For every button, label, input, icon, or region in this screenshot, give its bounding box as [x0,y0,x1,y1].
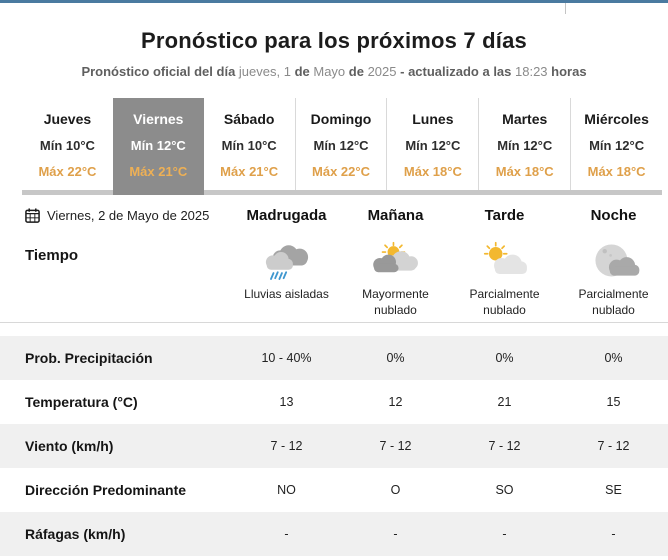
tab-day-label: Miércoles [584,111,649,127]
tab-max-temp: Máx 18°C [587,164,646,179]
subtitle-segment: Mayo [313,64,349,79]
tab-max-temp: Máx 18°C [403,164,462,179]
tab-min-temp: Mín 12°C [589,138,645,153]
page-subtitle: Pronóstico oficial del día jueves, 1 de … [0,64,668,79]
tab-max-temp: Máx 21°C [220,164,279,179]
cell-value: - [393,527,398,541]
weather-caption: Parcialmente nublado [469,287,540,317]
weather-cell-madrugada: Lluvias aisladas [232,233,341,322]
period-header-madrugada: Madrugada [246,207,327,224]
cell-value: 7 - 12 [270,439,303,453]
selected-date: Viernes, 2 de Mayo de 2025 [0,206,232,224]
tab-day-label: Viernes [133,111,184,127]
forecast-data-table: Prob. Precipitación 10 - 40% 0% 0% 0% Te… [0,336,668,556]
cell-value: 0% [386,351,405,365]
cell-value: 13 [279,395,294,409]
table-row-temperature: Temperatura (°C) 13 12 21 15 [0,380,668,424]
subtitle-segment: de [348,64,368,79]
period-header-tarde: Tarde [484,207,525,224]
partly-cloudy-day-icon [483,241,527,274]
cell-value: 0% [495,351,514,365]
subtitle-segment: 2025 [367,64,401,79]
cell-value: 7 - 12 [488,439,521,453]
top-accent-bar [0,0,668,3]
cell-value: SE [605,483,622,497]
cell-value: 12 [388,395,403,409]
weather-conditions-row: Tiempo Lluvias aisladas [0,233,668,323]
row-label: Ráfagas (km/h) [25,526,126,542]
cell-value: O [390,483,401,497]
subtitle-segment: de [294,64,314,79]
tab-min-temp: Mín 12°C [497,138,553,153]
subtitle-segment: Pronóstico oficial del día [81,64,239,79]
tab-max-temp: Máx 22°C [312,164,370,179]
selected-date-label: Viernes, 2 de Mayo de 2025 [47,207,210,223]
row-label: Prob. Precipitación [25,350,153,366]
tab-min-temp: Mín 12°C [313,138,369,153]
tab-day-label: Sábado [223,111,275,127]
tab-lunes[interactable]: Lunes Mín 12°C Máx 18°C [386,98,478,190]
page-title: Pronóstico para los próximos 7 días [141,28,527,53]
partly-cloudy-night-icon [594,244,639,277]
tab-max-temp: Máx 21°C [129,164,188,179]
tab-max-temp: Máx 22°C [38,164,97,179]
tabs-underline [22,190,662,195]
cell-value: 21 [497,395,512,409]
tab-jueves[interactable]: Jueves Mín 10°C Máx 22°C [22,98,113,190]
cell-value: 15 [606,395,621,409]
tab-max-temp: Máx 18°C [495,164,554,179]
top-divider-tick [565,3,566,14]
subtitle-segment: - actualizado a las [400,64,515,79]
tab-day-label: Martes [502,111,548,127]
tab-miercoles[interactable]: Miércoles Mín 12°C Máx 18°C [570,98,662,190]
cell-value: 10 - 40% [261,351,312,365]
cell-value: 7 - 12 [379,439,412,453]
weather-caption: Mayormente nublado [362,287,429,317]
tab-min-temp: Mín 12°C [405,138,461,153]
weather-caption: Parcialmente nublado [578,287,649,317]
period-header-noche: Noche [590,207,637,224]
rain-cloud-icon [265,245,308,280]
cell-value: 0% [604,351,623,365]
table-row-direction: Dirección Predominante NO O SO SE [0,468,668,512]
row-label: Dirección Predominante [25,482,187,498]
subtitle-segment: 18:23 [515,64,552,79]
weather-cell-tarde: Parcialmente nublado [450,233,559,322]
weather-cell-manana: Mayormente nublado [341,233,450,322]
subtitle-segment: horas [551,64,587,79]
table-row-gusts: Ráfagas (km/h) - - - - [0,512,668,556]
tab-min-temp: Mín 10°C [221,138,277,153]
table-row-precipitation: Prob. Precipitación 10 - 40% 0% 0% 0% [0,336,668,380]
tab-martes[interactable]: Martes Mín 12°C Máx 18°C [478,98,570,190]
cell-value: SO [495,483,514,497]
tab-min-temp: Mín 10°C [39,138,95,153]
tab-viernes[interactable]: Viernes Mín 12°C Máx 21°C [112,98,204,195]
row-label: Temperatura (°C) [25,394,138,410]
cell-value: 7 - 12 [597,439,630,453]
tab-domingo[interactable]: Domingo Mín 12°C Máx 22°C [294,98,387,190]
cell-value: - [502,527,507,541]
period-header-manana: Mañana [367,207,424,224]
table-row-wind: Viento (km/h) 7 - 12 7 - 12 7 - 12 7 - 1… [0,424,668,468]
calendar-icon [25,207,40,223]
row-label: Viento (km/h) [25,438,114,454]
tab-day-label: Jueves [43,111,92,127]
weather-cell-noche: Parcialmente nublado [559,233,668,322]
date-and-period-header-row: Viernes, 2 de Mayo de 2025 Madrugada Mañ… [0,206,668,224]
day-tabs: Jueves Mín 10°C Máx 22°C Viernes Mín 12°… [22,98,662,195]
tab-min-temp: Mín 12°C [130,138,186,153]
tab-day-label: Lunes [412,111,454,127]
cell-value: - [284,527,289,541]
weather-row-label: Tiempo [25,247,79,264]
weather-caption: Lluvias aisladas [244,287,329,301]
cell-value: NO [277,483,296,497]
mostly-cloudy-icon [372,241,418,273]
cell-value: - [611,527,616,541]
tab-sabado[interactable]: Sábado Mín 10°C Máx 21°C [204,98,295,190]
tab-day-label: Domingo [310,111,372,127]
subtitle-segment: jueves, 1 [238,64,295,79]
